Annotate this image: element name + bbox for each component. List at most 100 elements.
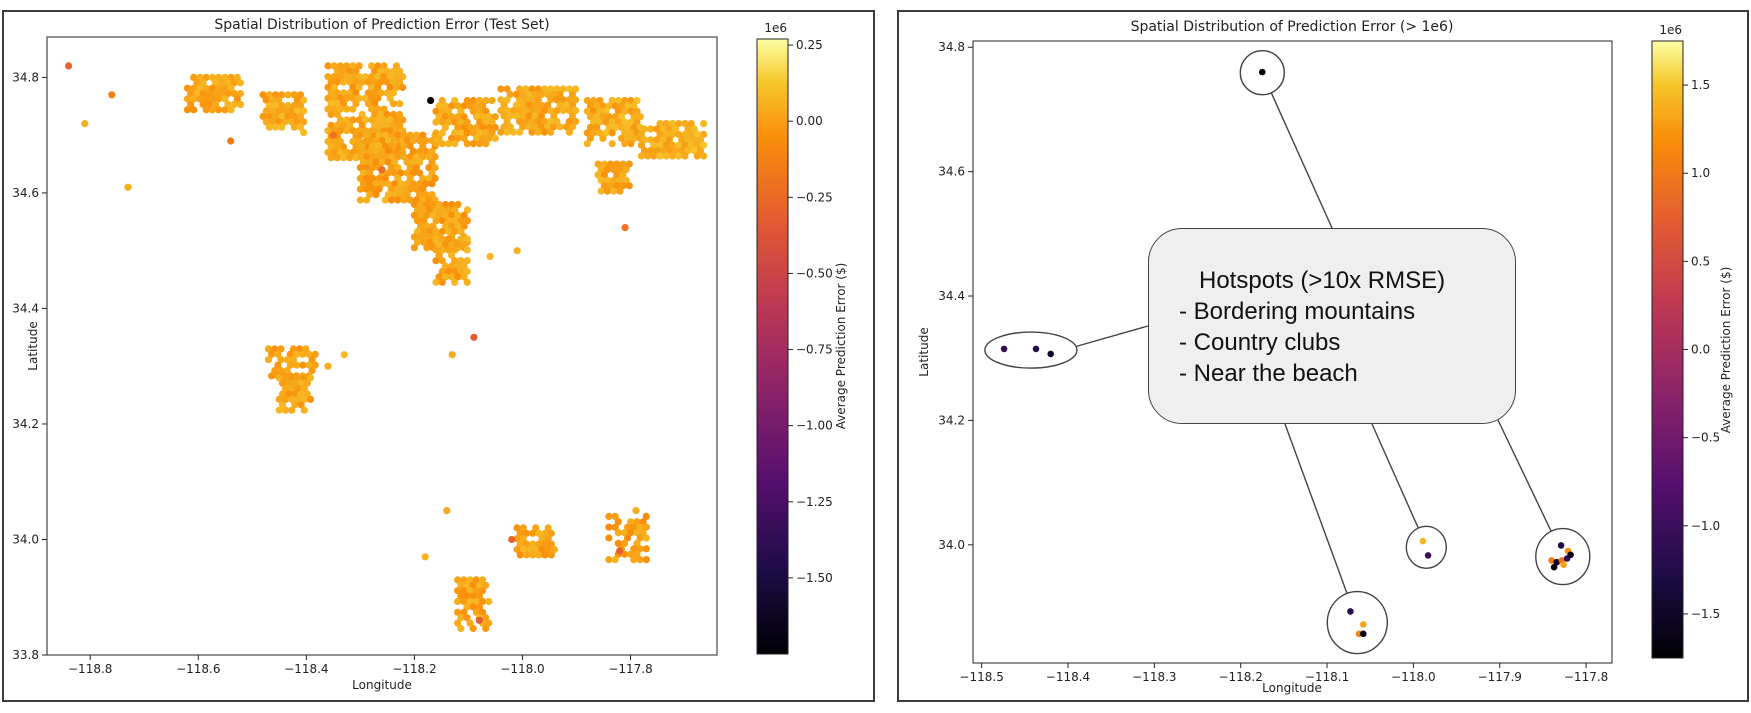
- colorbar-tick-label: −0.50: [796, 266, 833, 280]
- hexbin-cell: [230, 100, 238, 108]
- hexbin-cell: [311, 361, 319, 369]
- hexbin-cell: [451, 257, 459, 265]
- hexbin-cell: [336, 116, 344, 124]
- hexbin-cell: [227, 106, 235, 114]
- hexbin-cell: [603, 187, 612, 195]
- hexbin-cell: [454, 134, 462, 142]
- right-scatter-chart: Spatial Distribution of Prediction Error…: [917, 19, 1613, 695]
- callout-leader-line: [1371, 423, 1419, 529]
- hexbin-cell: [463, 267, 471, 276]
- hexbin-cell: [466, 123, 474, 132]
- right-colorbar-ticks: 1.5 1.0 0.5 0.0 −0.5 −1.0 −1.5: [1683, 78, 1720, 621]
- left-colorbar-gradient: [756, 38, 789, 655]
- hexbin-cell: [451, 227, 459, 236]
- hexbin-cell: [438, 235, 446, 243]
- hexbin-cell: [221, 84, 229, 92]
- hexbin-cell: [602, 118, 610, 126]
- hexbin-cell: [423, 222, 431, 230]
- hexbin-cell: [406, 196, 414, 204]
- hexbin-point: [513, 247, 521, 255]
- hexbin-cell: [684, 136, 692, 144]
- hexbin-cell: [463, 603, 471, 611]
- hexbin-cell: [272, 91, 280, 99]
- hexbin-cell: [513, 524, 521, 532]
- hexbin-cell: [528, 85, 536, 93]
- hexbin-point: [448, 351, 456, 359]
- hexbin-cell: [218, 90, 226, 98]
- hexbin-cell: [614, 518, 622, 526]
- hexbin-cell: [568, 90, 577, 98]
- hexbin-cell: [640, 125, 649, 133]
- hexbin-cell: [540, 117, 549, 125]
- hexbin-cell: [572, 85, 580, 93]
- hexbin-cell: [522, 96, 530, 104]
- hexbin-cell: [420, 206, 428, 214]
- hexbin-cell: [417, 233, 425, 241]
- hexbin-cell: [668, 152, 677, 160]
- hexbin-cell: [614, 107, 623, 115]
- hexbin-cell: [485, 619, 493, 627]
- hexbin-cell: [482, 129, 490, 137]
- hexbin-cell: [355, 116, 363, 124]
- hexbin-cell: [294, 374, 302, 382]
- hexbin-cell: [211, 90, 220, 98]
- hexbin-cell: [394, 174, 402, 182]
- hexbin-cell: [336, 73, 344, 81]
- hexbin-cell: [425, 174, 433, 182]
- hexbin-cell: [602, 129, 610, 137]
- hexbin-cell: [525, 101, 533, 109]
- hexbin-cell: [389, 89, 397, 97]
- hexbin-cell: [599, 102, 607, 110]
- hexbin-cell: [403, 169, 411, 177]
- hexbin-cell: [409, 169, 417, 177]
- hexbin-cell: [636, 113, 644, 121]
- left-hexbin-marks: [65, 62, 708, 633]
- hexbin-cell: [336, 137, 344, 146]
- hexbin-point: [470, 333, 478, 341]
- hexbin-cell: [627, 140, 635, 148]
- hexbin-cell: [596, 129, 604, 137]
- hexbin-cell: [275, 395, 283, 403]
- colorbar-tick-label: −1.0: [1691, 519, 1720, 533]
- hexbin-cell: [522, 117, 530, 125]
- hexbin-cell: [300, 395, 308, 403]
- hexbin-cell: [482, 96, 490, 105]
- hexbin-cell: [605, 102, 613, 110]
- hexbin-cell: [432, 278, 440, 286]
- hexbin-cell: [391, 180, 399, 188]
- hexbin-cell: [396, 100, 404, 108]
- hexbin-cell: [349, 94, 357, 102]
- left-colorbar-ticks: 0.25 0.00 −0.25 −0.50 −0.75 −1.00 −1.25 −1.50: [788, 38, 833, 585]
- hexbin-cell: [482, 107, 490, 115]
- hexbin-cell: [359, 158, 368, 166]
- hexbin-cell: [700, 141, 708, 149]
- hexbin-cell: [428, 180, 436, 188]
- hexbin-cell: [448, 102, 456, 110]
- hexbin-cell: [438, 129, 446, 137]
- left-x-ticks: −118.8 −118.6 −118.4 −118.2 −118.0 −117.8: [68, 655, 653, 676]
- hexbin-cell: [380, 116, 388, 124]
- scatter-point: [1360, 630, 1367, 638]
- hexbin-cell: [416, 191, 424, 199]
- hexbin-cell: [363, 153, 371, 161]
- hexbin-cell: [624, 534, 632, 542]
- scatter-point: [1347, 608, 1354, 615]
- hexbin-cell: [349, 73, 357, 81]
- hexbin-cell: [448, 273, 456, 281]
- hexbin-point: [475, 616, 483, 624]
- hexbin-cell: [529, 529, 537, 537]
- hexbin-cell: [668, 120, 677, 128]
- hexbin-cell: [547, 107, 555, 115]
- hexbin-cell: [614, 539, 622, 548]
- hexbin-cell: [568, 112, 577, 120]
- colorbar-tick-label: −1.00: [796, 419, 833, 433]
- hexbin-cell: [285, 379, 293, 387]
- hexbin-cell: [485, 113, 493, 121]
- hexbin-cell: [271, 345, 279, 353]
- hexbin-cell: [519, 524, 527, 532]
- hexbin-cell: [550, 123, 558, 131]
- hexbin-cell: [349, 83, 357, 92]
- hexbin-cell: [282, 374, 290, 382]
- hexbin-cell: [435, 251, 443, 259]
- hexbin-cell: [381, 196, 389, 204]
